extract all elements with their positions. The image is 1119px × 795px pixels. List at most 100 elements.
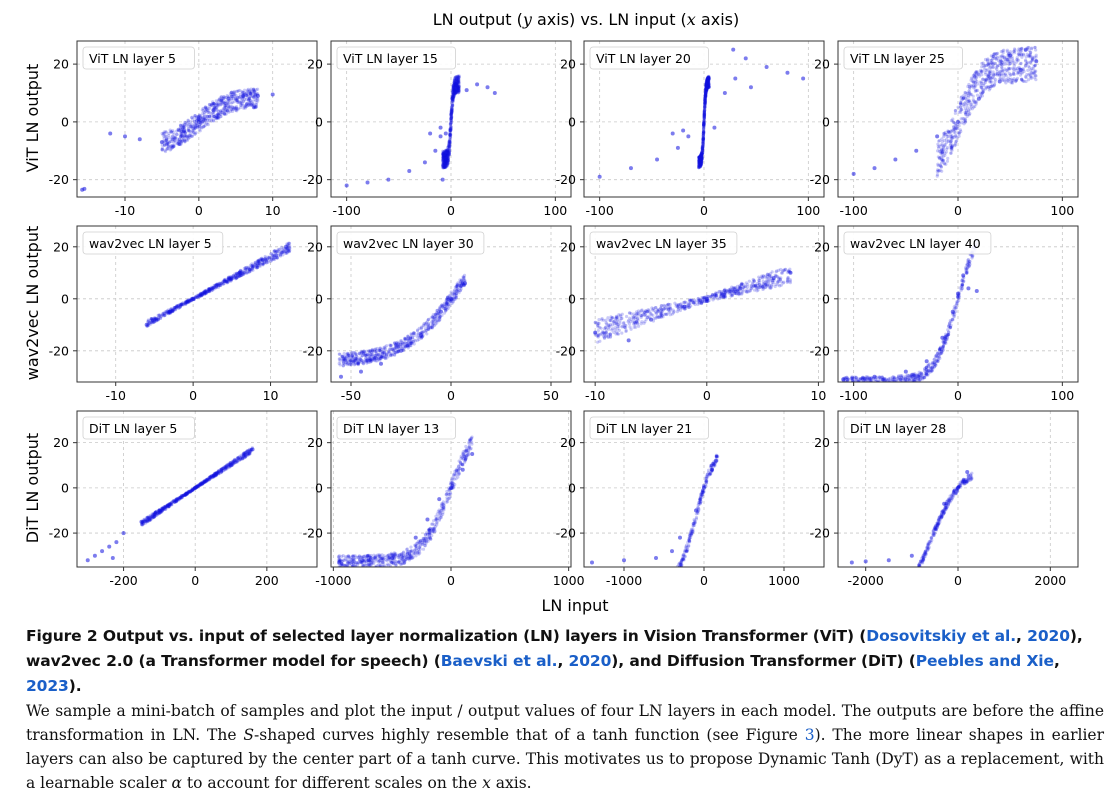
scatter-point	[707, 76, 710, 79]
scatter-point	[598, 175, 602, 179]
scatter-point	[943, 132, 946, 135]
scatter-point	[867, 383, 870, 386]
scatter-point	[230, 278, 233, 281]
scatter-point	[761, 276, 764, 279]
scatter-point	[422, 323, 425, 326]
scatter-point	[863, 383, 866, 386]
scatter-point	[454, 86, 457, 89]
scatter-point	[226, 97, 230, 101]
scatter-point	[671, 131, 675, 135]
scatter-point	[162, 311, 165, 314]
scatter-point	[785, 71, 789, 75]
scatter-point	[1013, 51, 1016, 54]
scatter-point	[842, 383, 845, 386]
scatter-point	[1034, 59, 1038, 63]
scatter-point	[235, 90, 238, 93]
scatter-point	[462, 276, 465, 279]
scatter-point	[450, 102, 453, 105]
scatter-point	[951, 134, 954, 137]
y-tick-label: 0	[315, 114, 323, 129]
scatter-point	[1012, 72, 1015, 75]
scatter-point	[629, 320, 632, 323]
scatter-point	[448, 136, 451, 139]
scatter-point	[989, 77, 992, 80]
x-axis-label: LN input	[541, 596, 608, 615]
scatter-point	[979, 80, 982, 83]
scatter-point	[947, 135, 950, 138]
scatter-point	[166, 148, 169, 151]
scatter-point	[737, 292, 740, 295]
scatter-point	[211, 102, 214, 105]
scatter-point	[191, 123, 194, 126]
scatter-point	[493, 91, 497, 95]
x-tick-label: 10	[263, 388, 279, 403]
scatter-point	[359, 356, 362, 359]
scatter-point	[157, 314, 160, 317]
y-tick-label: -20	[556, 343, 576, 358]
scatter-point	[223, 112, 226, 115]
scatter-point	[1030, 46, 1033, 49]
scatter-point	[605, 322, 608, 325]
scatter-point	[782, 281, 785, 284]
scatter-point	[756, 288, 759, 291]
scatter-point	[377, 349, 380, 352]
scatter-point	[449, 293, 452, 296]
scatter-point	[627, 338, 631, 342]
scatter-point	[610, 316, 613, 319]
scatter-point	[597, 318, 600, 321]
scatter-point	[637, 312, 640, 315]
scatter-point	[704, 95, 707, 98]
scatter-point	[413, 334, 416, 337]
scatter-point	[972, 74, 975, 77]
scatter-point	[999, 77, 1002, 80]
scatter-point	[177, 140, 180, 143]
scatter-point	[438, 306, 441, 309]
scatter-point	[988, 66, 991, 69]
scatter-point	[942, 145, 945, 148]
scatter-point	[244, 92, 247, 95]
scatter-point	[776, 283, 779, 286]
scatter-point	[623, 325, 626, 328]
scatter-point	[935, 134, 939, 138]
scatter-point	[288, 246, 291, 249]
scatter-point	[1034, 46, 1037, 49]
scatter-point	[252, 88, 255, 91]
scatter-point	[452, 92, 455, 95]
scatter-point	[779, 276, 782, 279]
scatter-point	[366, 181, 370, 185]
scatter-point	[734, 292, 737, 295]
scatter-point	[914, 149, 918, 153]
scatter-point	[168, 310, 172, 314]
scatter-point	[1003, 79, 1006, 82]
scatter-point	[594, 321, 597, 324]
scatter-point	[1026, 69, 1029, 72]
panel-title-text: ViT LN layer 15	[343, 51, 438, 66]
x-tick-label: -50	[341, 388, 361, 403]
scatter-point	[1031, 57, 1034, 60]
scatter-point	[212, 108, 216, 112]
scatter-point	[364, 357, 367, 360]
scatter-point	[711, 293, 714, 296]
x-tick-label: 10	[810, 388, 826, 403]
y-tick-label: -20	[556, 172, 576, 187]
scatter-point	[937, 164, 940, 167]
scatter-point	[650, 306, 653, 309]
scatter-point	[969, 103, 972, 106]
scatter-point	[937, 170, 940, 173]
scatter-point	[234, 277, 237, 280]
scatter-point	[227, 107, 230, 110]
scatter-point	[339, 363, 342, 366]
scatter-point	[345, 183, 349, 187]
scatter-point	[186, 119, 189, 122]
scatter-point	[992, 55, 995, 58]
scatter-point	[169, 129, 172, 132]
scatter-point	[247, 270, 250, 273]
scatter-point	[216, 112, 219, 115]
scatter-point	[749, 85, 753, 89]
scatter-point	[1006, 69, 1009, 72]
scatter-point	[367, 354, 370, 357]
